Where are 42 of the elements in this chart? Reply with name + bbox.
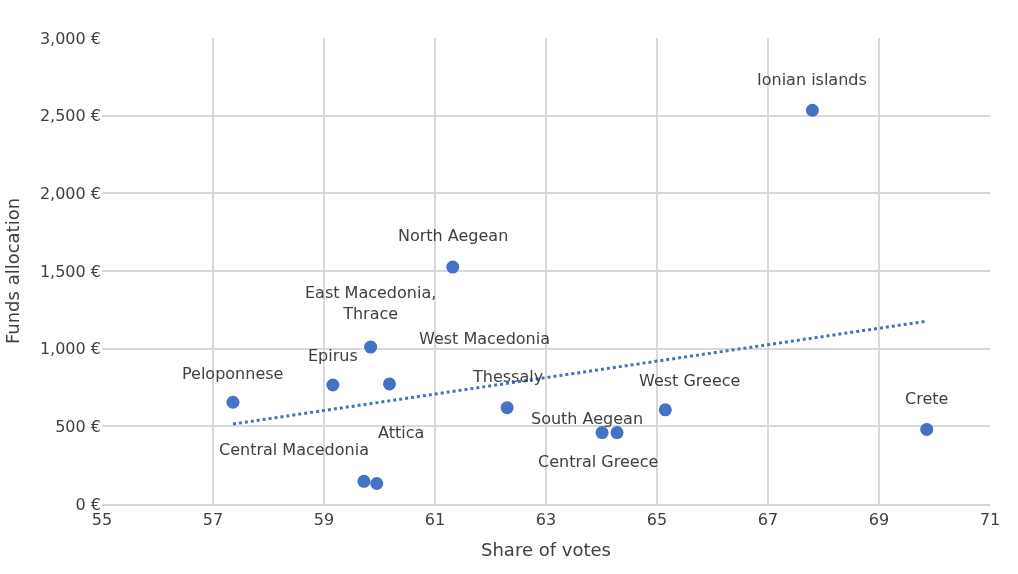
annotation: Thessaly bbox=[472, 367, 544, 386]
point bbox=[446, 260, 460, 274]
y-axis-title: Funds allocation bbox=[2, 197, 24, 345]
annotation: Epirus bbox=[308, 346, 358, 365]
x-tick-label: 57 bbox=[202, 509, 224, 529]
point bbox=[658, 403, 672, 417]
point bbox=[500, 401, 514, 415]
point bbox=[610, 426, 624, 440]
point bbox=[383, 377, 396, 391]
x-tick-label: 65 bbox=[646, 509, 668, 529]
annotation: South Aegean bbox=[531, 409, 644, 428]
point bbox=[357, 474, 371, 488]
y-tick-label: 2,500 € bbox=[39, 106, 101, 126]
x-tick-label: 71 bbox=[979, 509, 1001, 529]
point bbox=[920, 422, 934, 436]
annotation: East Macedonia, Thrace bbox=[305, 283, 437, 323]
y-tick-label: 2,000 € bbox=[39, 183, 101, 203]
y-tick-label: 3,000 € bbox=[39, 28, 101, 48]
annotation: Attica bbox=[378, 423, 425, 442]
annotation: West Macedonia bbox=[419, 329, 551, 348]
annotation: Crete bbox=[905, 389, 949, 408]
point bbox=[805, 103, 819, 117]
x-tick-label: 59 bbox=[313, 509, 335, 529]
y-tick-label: 500 € bbox=[55, 416, 101, 436]
x-tick-label: 67 bbox=[757, 509, 779, 529]
x-tick-label: 69 bbox=[868, 509, 890, 529]
annotation: Central Macedonia bbox=[219, 440, 369, 459]
y-tick-label: 1,500 € bbox=[39, 261, 101, 281]
x-tick-label: 61 bbox=[424, 509, 446, 529]
point bbox=[364, 340, 378, 354]
x-axis-title: Share of votes bbox=[481, 538, 611, 560]
point bbox=[226, 395, 240, 409]
annotation: West Greece bbox=[639, 371, 741, 390]
annotation: Central Greece bbox=[538, 452, 659, 471]
point bbox=[370, 477, 384, 490]
point bbox=[326, 378, 340, 392]
annotation: Ionian islands bbox=[757, 70, 867, 89]
annotation: Peloponnese bbox=[182, 364, 284, 383]
y-tick-label: 1,000 € bbox=[39, 339, 101, 359]
x-tick-label: 63 bbox=[535, 509, 557, 529]
annotation: North Aegean bbox=[398, 226, 509, 245]
point bbox=[595, 426, 609, 440]
